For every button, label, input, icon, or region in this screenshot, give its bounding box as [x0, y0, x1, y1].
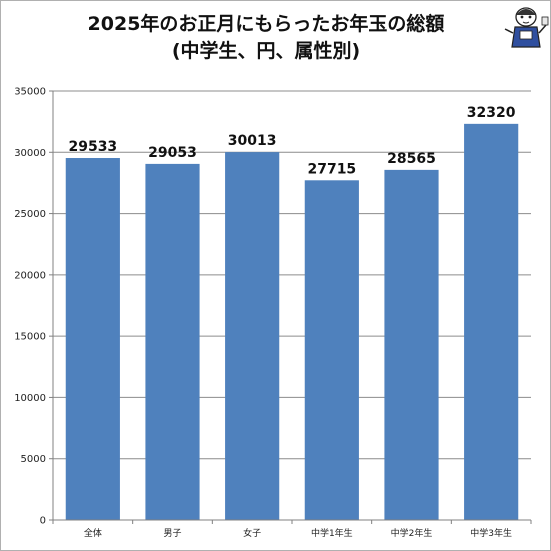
gridlines: [53, 90, 531, 460]
y-tick-label: 20000: [14, 270, 46, 281]
y-tick-label: 0: [40, 516, 46, 527]
mascot-icon: [504, 7, 549, 48]
chart-title: 2025年のお正月にもらったお年玉の総額: [87, 13, 445, 35]
bar: [304, 180, 359, 521]
data-label: 30013: [228, 133, 277, 149]
data-label: 27715: [307, 161, 356, 177]
data-label: 28565: [387, 151, 436, 167]
bar: [384, 169, 439, 521]
bar: [225, 152, 280, 520]
x-tick-label: 中学2年生: [391, 527, 433, 539]
y-axis-ticks: 0 5000 10000 15000 20000 25000 30000 35000: [14, 87, 46, 527]
axes: [49, 90, 532, 524]
x-tick-label: 女子: [243, 527, 261, 539]
bar: [464, 123, 519, 520]
data-label: 32320: [467, 105, 516, 121]
bar: [145, 163, 200, 520]
x-tick-label: 中学3年生: [470, 527, 512, 539]
y-tick-label: 15000: [14, 332, 46, 343]
data-label: 29533: [68, 139, 117, 155]
x-tick-label: 男子: [163, 528, 181, 539]
bars: [65, 123, 519, 521]
x-axis-ticks: 全体 男子 女子 中学1年生 中学2年生 中学3年生: [84, 527, 512, 539]
chart-title-block: 2025年のお正月にもらったお年玉の総額 (中学生、円、属性別): [31, 11, 501, 65]
chart-subtitle: (中学生、円、属性別): [171, 40, 361, 62]
data-labels: 29533 29053 30013 27715 28565 32320: [68, 105, 515, 177]
y-tick-label: 25000: [14, 209, 46, 220]
y-tick-label: 30000: [14, 148, 46, 159]
y-tick-label: 5000: [21, 454, 46, 465]
x-tick-label: 中学1年生: [311, 527, 353, 539]
x-tick-label: 全体: [84, 527, 102, 539]
bar: [65, 158, 120, 520]
data-label: 29053: [148, 145, 197, 161]
y-tick-label: 10000: [14, 393, 46, 404]
y-tick-label: 35000: [14, 87, 46, 98]
